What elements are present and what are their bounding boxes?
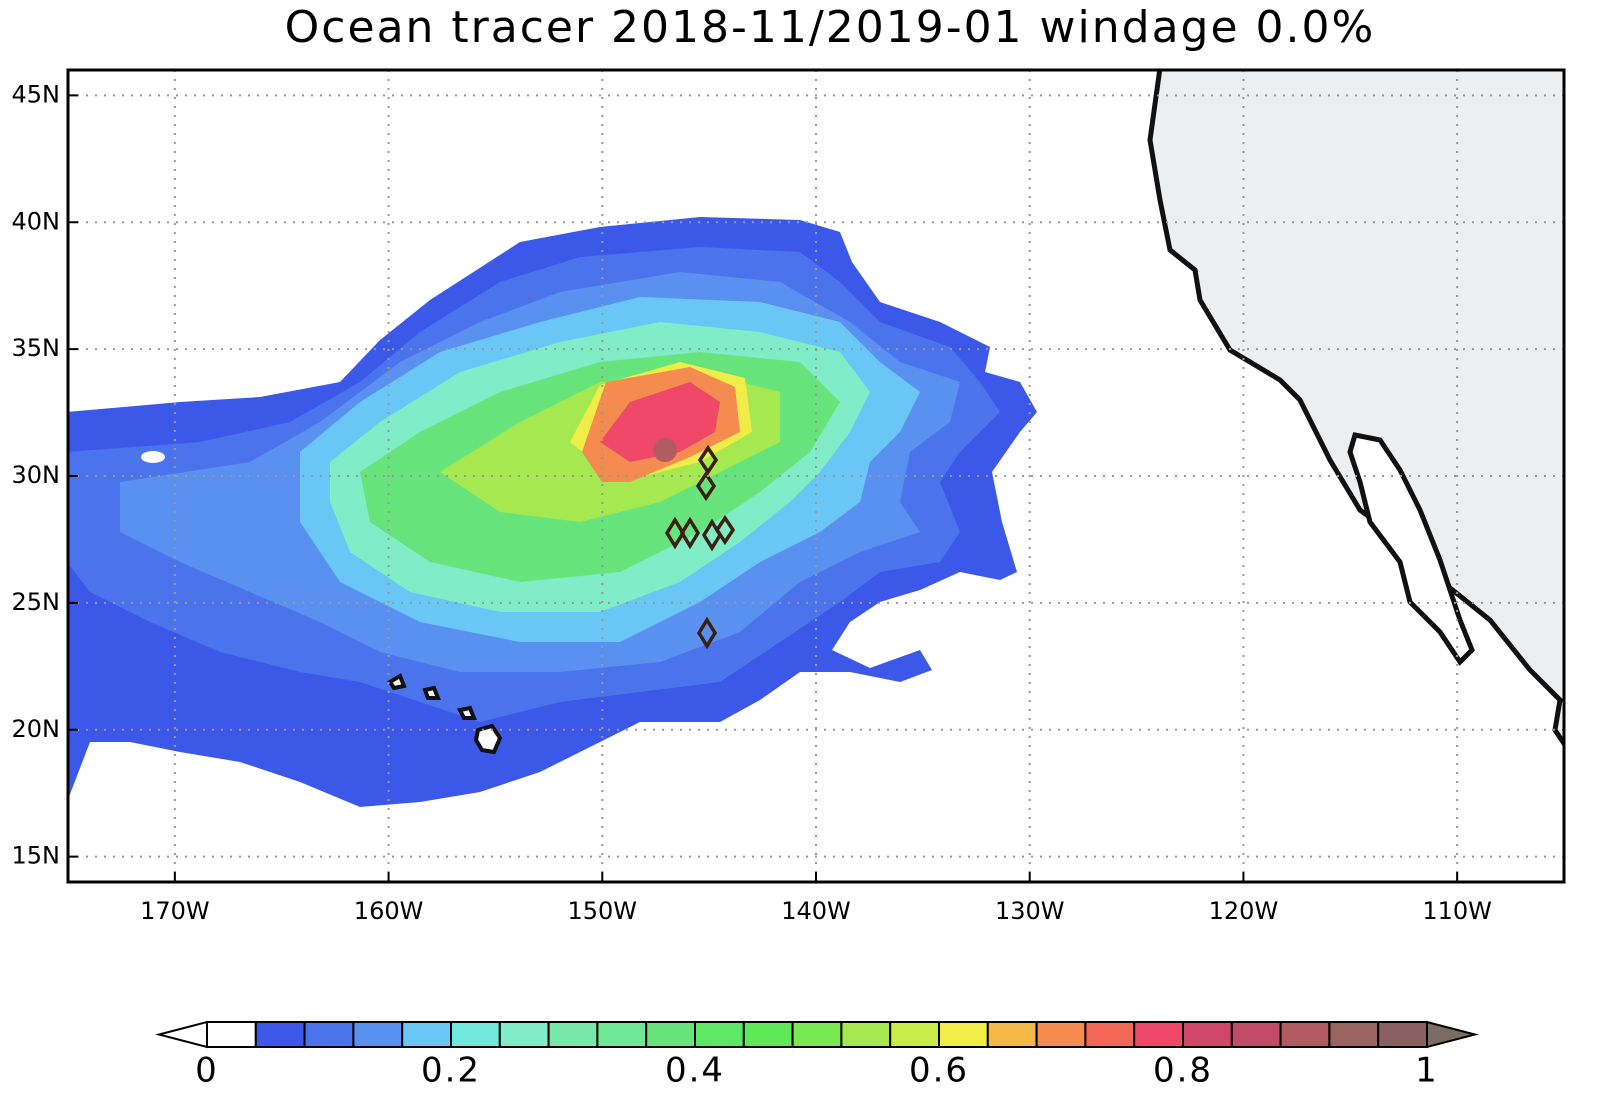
colorbar-over [1426, 1020, 1479, 1049]
x-tick-label: 170W [140, 897, 210, 925]
colorbar-box [645, 1021, 697, 1048]
contour [141, 451, 165, 463]
x-tick-label: 130W [995, 897, 1065, 925]
colorbar-box [889, 1021, 941, 1048]
colorbar-box [1084, 1021, 1136, 1048]
contour [653, 438, 677, 462]
colorbar-box [1035, 1021, 1087, 1048]
colorbar-box [1377, 1021, 1428, 1048]
colorbar-box [401, 1021, 453, 1048]
colorbar-label: 0 [195, 1051, 219, 1091]
colorbar-box [352, 1021, 404, 1048]
y-tick-label: 40N [12, 207, 61, 235]
y-tick-label: 30N [12, 461, 61, 489]
colorbar-box [596, 1021, 648, 1048]
tracer-field [68, 70, 1564, 807]
colorbar-box [1133, 1021, 1184, 1048]
contour [600, 382, 720, 462]
land [1147, 70, 1564, 749]
colorbar-label: 0.2 [421, 1051, 481, 1091]
gulf [1347, 432, 1475, 666]
islands [387, 673, 503, 755]
colorbar-box [742, 1021, 794, 1048]
colorbar-label: 1 [1415, 1051, 1439, 1091]
colorbar-label: 0.6 [909, 1051, 969, 1091]
colorbar-under [155, 1020, 208, 1049]
x-tick-label: 140W [781, 897, 851, 925]
colorbar-box [547, 1021, 599, 1048]
map-title: Ocean tracer 2018-11/2019-01 windage 0.0… [285, 2, 1376, 53]
y-tick-label: 20N [12, 715, 61, 743]
colorbar-box [1230, 1021, 1282, 1048]
x-tick-label: 150W [568, 897, 638, 925]
x-tick-label: 110W [1422, 897, 1492, 925]
plot-frame [66, 68, 1566, 884]
colorbar-box [986, 1021, 1038, 1048]
colorbar-box [206, 1021, 257, 1048]
colorbar-box [498, 1021, 550, 1048]
y-tick-label: 25N [12, 588, 61, 616]
colorbar-box [1182, 1021, 1233, 1048]
colorbar-box [303, 1021, 355, 1048]
colorbar-box [254, 1021, 306, 1048]
colorbar-box [840, 1021, 892, 1048]
colorbar-box [1328, 1021, 1380, 1048]
colorbar-box [1279, 1021, 1331, 1048]
colorbar-box [791, 1021, 843, 1048]
colorbar-box [694, 1021, 745, 1048]
colorbar-label: 0.8 [1153, 1051, 1213, 1091]
x-tick-label: 120W [1209, 897, 1279, 925]
y-tick-label: 45N [12, 80, 61, 108]
y-tick-label: 15N [12, 842, 61, 870]
colorbar-label: 0.4 [665, 1051, 725, 1091]
colorbar-box [450, 1021, 501, 1048]
y-tick-label: 35N [12, 334, 61, 362]
observations [664, 444, 736, 650]
x-tick-label: 160W [354, 897, 424, 925]
colorbar-box [938, 1021, 989, 1048]
